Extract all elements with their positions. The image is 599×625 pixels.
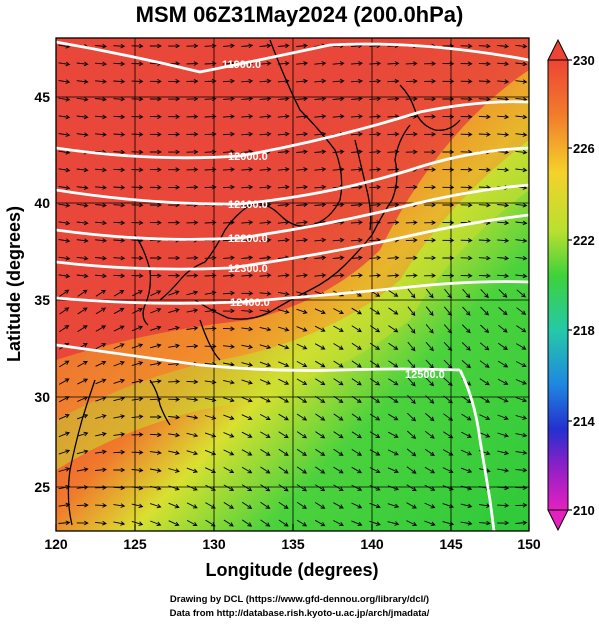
y-tick-label: 35 [34,292,50,308]
x-axis-label: Longitude (degrees) [205,560,378,580]
x-tick-label: 120 [44,536,68,552]
coastlines [67,39,461,526]
geopotential-contours [56,40,529,531]
contour-label-12400: 12400.0 [230,297,270,309]
x-tick-label: 145 [439,536,463,552]
x-axis-ticks [55,524,530,531]
contour-label-12200: 12200.0 [228,233,268,245]
temperature-field [56,38,529,531]
y-tick-label: 30 [34,389,50,405]
x-tick-label: 150 [517,536,541,552]
y-tick-label: 25 [34,479,50,495]
colorbar-tick-label: 218 [573,323,595,338]
footer-drawing-credit: Drawing by DCL (https://www.gfd-dennou.o… [169,594,430,605]
y-tick-label: 45 [34,89,50,105]
footer-data-credit: Data from http://database.rish.kyoto-u.a… [169,608,430,619]
y-tick-label: 40 [34,195,50,211]
contour-label-12300: 12300.0 [228,263,268,275]
y-tick-labels: 25 30 35 40 45 [34,89,50,495]
colorbar-tick-label: 210 [573,503,595,518]
contour-label-12100: 12100.0 [228,199,268,211]
colorbar-tick-label: 230 [573,53,595,68]
contour-label-11900: 11900.0 [222,59,261,71]
x-tick-label: 125 [123,536,147,552]
contour-labels: 11900.0 12000.0 12100.0 12200.0 12300.0 … [222,59,445,381]
y-axis-label: Latitude (degrees) [4,206,24,362]
wind-vectors [58,43,528,527]
x-tick-label: 135 [281,536,305,552]
x-tick-labels: 120 125 130 135 140 145 150 [44,536,541,552]
map-title: MSM 06Z31May2024 (200.0hPa) [135,2,464,27]
contour-label-12000: 12000.0 [228,151,268,163]
contour-label-12500: 12500.0 [405,369,445,381]
colorbar-tick-label: 214 [573,414,595,429]
x-tick-label: 140 [360,536,384,552]
colorbar: 230 226 222 218 214 210 [547,38,595,532]
colorbar-tick-label: 226 [573,141,595,156]
colorbar-tick-label: 222 [573,233,595,248]
x-tick-label: 130 [202,536,226,552]
